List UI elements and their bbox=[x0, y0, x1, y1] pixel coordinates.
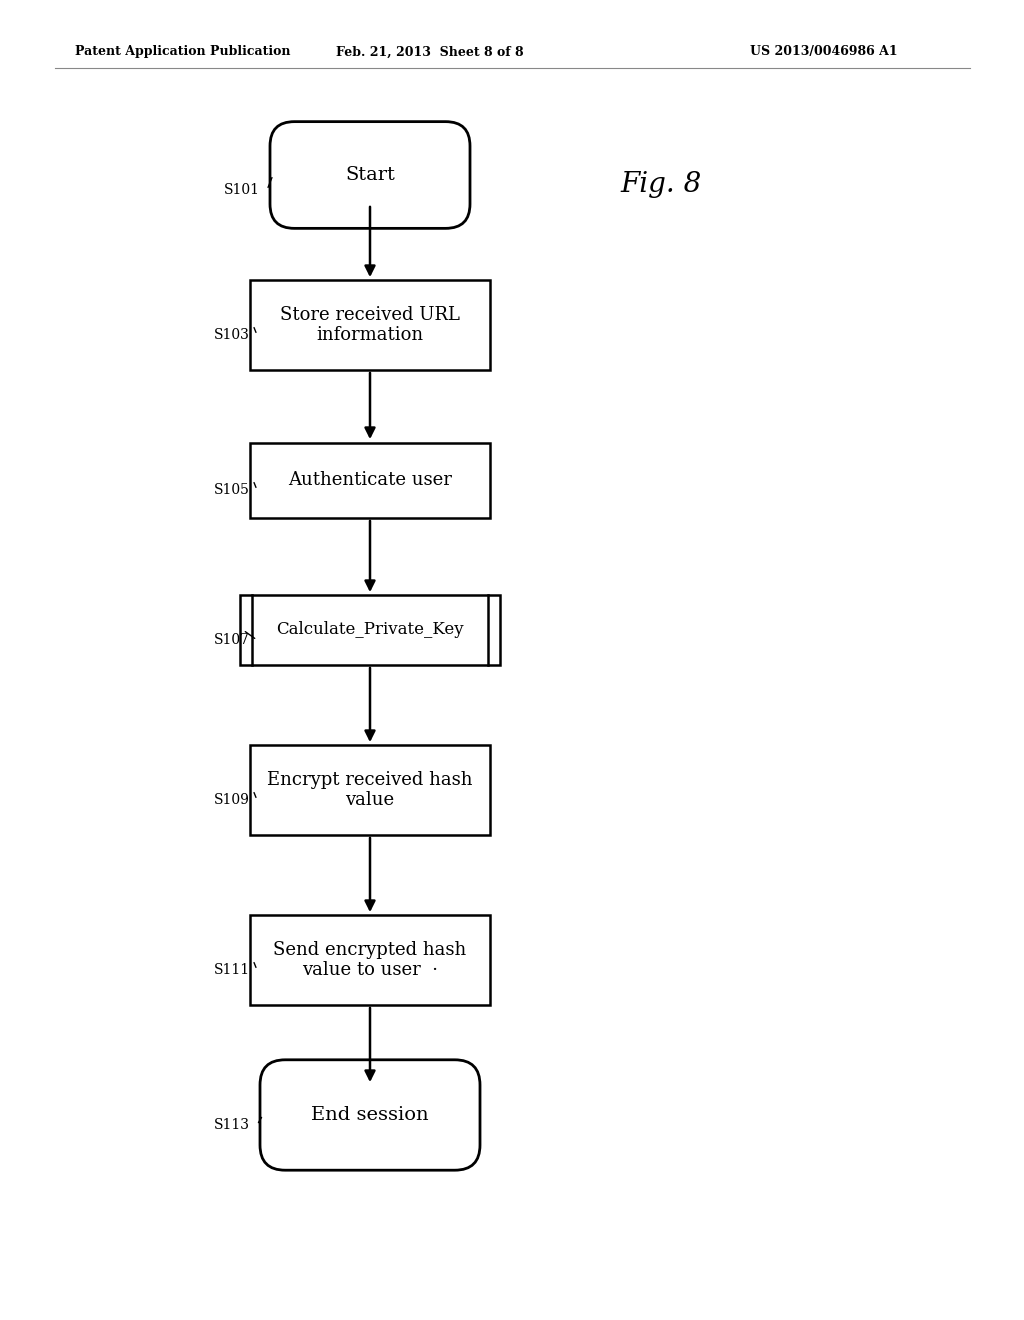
Text: S103: S103 bbox=[214, 327, 250, 342]
FancyBboxPatch shape bbox=[270, 121, 470, 228]
Text: S113: S113 bbox=[214, 1118, 250, 1133]
Text: Fig. 8: Fig. 8 bbox=[620, 172, 701, 198]
Bar bbox=[250, 915, 490, 1005]
Bar bbox=[250, 442, 490, 517]
Text: Send encrypted hash
value to user  ·: Send encrypted hash value to user · bbox=[273, 941, 467, 979]
Bar bbox=[240, 595, 500, 665]
Text: Patent Application Publication: Patent Application Publication bbox=[75, 45, 291, 58]
Text: Store received URL
information: Store received URL information bbox=[280, 306, 460, 345]
Bar bbox=[250, 744, 490, 836]
Bar bbox=[250, 280, 490, 370]
Text: S111: S111 bbox=[214, 964, 250, 977]
Text: S105: S105 bbox=[214, 483, 250, 498]
Text: Feb. 21, 2013  Sheet 8 of 8: Feb. 21, 2013 Sheet 8 of 8 bbox=[336, 45, 524, 58]
Text: S109: S109 bbox=[214, 793, 250, 807]
Text: S101: S101 bbox=[224, 183, 260, 197]
FancyBboxPatch shape bbox=[260, 1060, 480, 1171]
Text: Authenticate user: Authenticate user bbox=[288, 471, 452, 488]
Text: S107: S107 bbox=[214, 634, 250, 647]
Text: Start: Start bbox=[345, 166, 395, 183]
Text: Encrypt received hash
value: Encrypt received hash value bbox=[267, 771, 473, 809]
Text: End session: End session bbox=[311, 1106, 429, 1125]
Text: Calculate_Private_Key: Calculate_Private_Key bbox=[276, 622, 464, 639]
Text: US 2013/0046986 A1: US 2013/0046986 A1 bbox=[750, 45, 898, 58]
